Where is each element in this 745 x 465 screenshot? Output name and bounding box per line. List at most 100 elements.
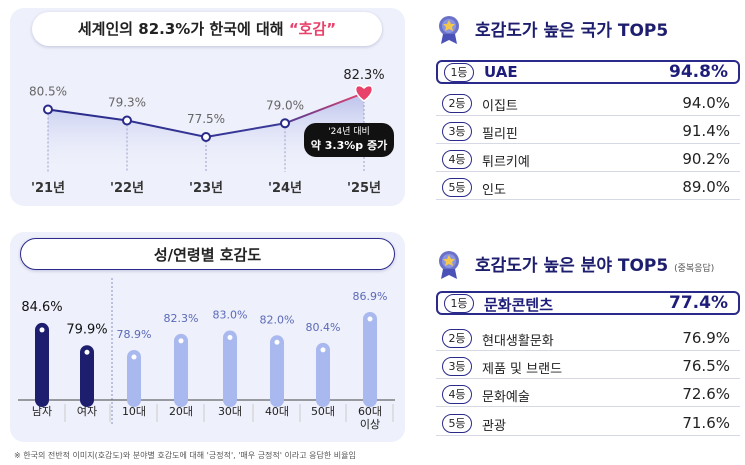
bar-dot [131, 354, 137, 360]
x-tick-label: '24년 [268, 181, 302, 196]
point [43, 104, 53, 115]
bar-dot [274, 339, 280, 345]
x-tick-label: 여자 [76, 405, 98, 418]
value-label: 84.6% [21, 300, 62, 315]
bar [35, 322, 49, 407]
value-label: 79.0% [266, 98, 304, 112]
field-title-text: 호감도가 높은 분야 TOP5 [475, 256, 669, 276]
bar [316, 342, 330, 407]
bar [363, 312, 377, 407]
item-value: 90.2% [682, 150, 730, 168]
rank-badge: 4등 [442, 150, 472, 169]
bar [174, 333, 188, 407]
value-label: 80.4% [306, 321, 341, 334]
rank-badge: 1등 [444, 294, 474, 313]
list-row: 4등 문화예술 72.6% [436, 383, 740, 407]
list-row: 3등 필리핀 91.4% [436, 120, 740, 144]
title-text: 세계인의 82.3%가 한국에 대해 [77, 20, 284, 38]
list-row: 1등 UAE 94.8% [436, 60, 740, 84]
rank-badge: 5등 [442, 178, 472, 197]
item-name: 현대생활문화 [482, 334, 554, 349]
value-label: 80.5% [29, 85, 67, 99]
medal-icon [439, 251, 459, 279]
item-name: 인도 [482, 183, 506, 198]
value-label: 83.0% [213, 309, 248, 322]
item-name: 필리핀 [482, 127, 518, 142]
point [201, 132, 211, 142]
value-label: 77.5% [187, 112, 225, 126]
bar-dot [367, 316, 373, 322]
bar [223, 330, 237, 407]
item-value: 89.0% [682, 178, 730, 196]
x-tick-label: 20대 [168, 405, 194, 418]
list-row: 5등 인도 89.0% [436, 176, 740, 200]
title-highlight: “호감” [288, 20, 337, 38]
x-tick-label: 남자 [31, 405, 53, 418]
item-value: 76.9% [682, 329, 730, 347]
item-name: 제품 및 브랜드 [482, 362, 563, 377]
annotation-box: '24년 대비 약 3.3%p 증가 [304, 123, 394, 157]
bar-dot [178, 338, 184, 344]
footnote: ※ 한국의 전반적 이미지(호감도)와 분야별 호감도에 대해 '긍정적', '… [14, 451, 356, 460]
item-value: 91.4% [682, 122, 730, 140]
x-tick-label: 50대 [310, 405, 336, 418]
rank-badge: 4등 [442, 385, 472, 404]
x-tick-label: 10대 [121, 405, 147, 418]
item-name: 관광 [482, 419, 506, 434]
rank-badge: 3등 [442, 122, 472, 141]
item-value: 71.6% [682, 414, 730, 432]
point [280, 118, 290, 129]
x-tick-label: '21년 [31, 181, 65, 196]
item-value: 77.4% [669, 293, 728, 313]
value-label: 82.0% [260, 313, 295, 326]
point [354, 84, 374, 102]
list-row: 2등 이집트 94.0% [436, 92, 740, 116]
rank-badge: 2등 [442, 329, 472, 348]
annotation: '24년 대비 [328, 127, 370, 137]
rank-badge: 1등 [444, 63, 474, 82]
bar-dot [320, 347, 326, 353]
value-label: 82.3% [164, 312, 199, 325]
item-value: 72.6% [682, 385, 730, 403]
rank-badge: 2등 [442, 94, 472, 113]
bar-dot [39, 327, 45, 333]
item-name: UAE [484, 63, 518, 81]
x-tick-label: '23년 [189, 181, 223, 196]
rank-badge: 5등 [442, 414, 472, 433]
list-row: 1등 문화콘텐츠 77.4% [436, 291, 740, 315]
list-row: 2등 현대생활문화 76.9% [436, 327, 740, 351]
item-name: 이집트 [482, 99, 518, 114]
field-title: 호감도가 높은 분야 TOP5 (중복응답) [475, 251, 714, 276]
bar [80, 345, 94, 407]
list-row: 3등 제품 및 브랜드 76.5% [436, 355, 740, 379]
country-title: 호감도가 높은 국가 TOP5 [475, 21, 669, 41]
line-title: 세계인의 82.3%가 한국에 대해 “호감” [32, 12, 382, 46]
bar-dot [227, 335, 233, 341]
annotation: 약 3.3%p 증가 [310, 139, 388, 152]
line-chart: 80.5% '21년 79.3% '22년 77.5% '23년 79.0% '24년 82.3… [29, 68, 385, 196]
value-label: 82.3% [343, 68, 384, 83]
medal-icon [439, 16, 459, 44]
value-label: 79.9% [66, 322, 107, 337]
field-note: (중복응답) [674, 264, 715, 274]
item-name: 튀르키예 [482, 155, 530, 170]
list-row: 4등 튀르키예 90.2% [436, 148, 740, 172]
value-label: 78.9% [117, 328, 152, 341]
x-tick-label: 40대 [264, 405, 290, 418]
value-label: 79.3% [108, 96, 146, 110]
bar [270, 335, 284, 407]
x-tick-label: 30대 [217, 405, 243, 418]
item-value: 76.5% [682, 357, 730, 375]
x-tick-label: '22년 [110, 181, 144, 196]
item-value: 94.8% [669, 62, 728, 82]
item-value: 94.0% [682, 94, 730, 112]
item-name: 문화콘텐츠 [484, 296, 554, 314]
value-label: 86.9% [353, 290, 388, 303]
list-row: 5등 관광 71.6% [436, 412, 740, 436]
bar-title: 성/연령별 호감도 [20, 238, 395, 270]
x-tick-label: '25년 [347, 181, 381, 196]
bar-dot [84, 349, 90, 355]
bar-chart: 84.6% 79.9% 78.9% 82.3% 83.0% 82.0% 80.4% 86.9% [18, 278, 395, 425]
